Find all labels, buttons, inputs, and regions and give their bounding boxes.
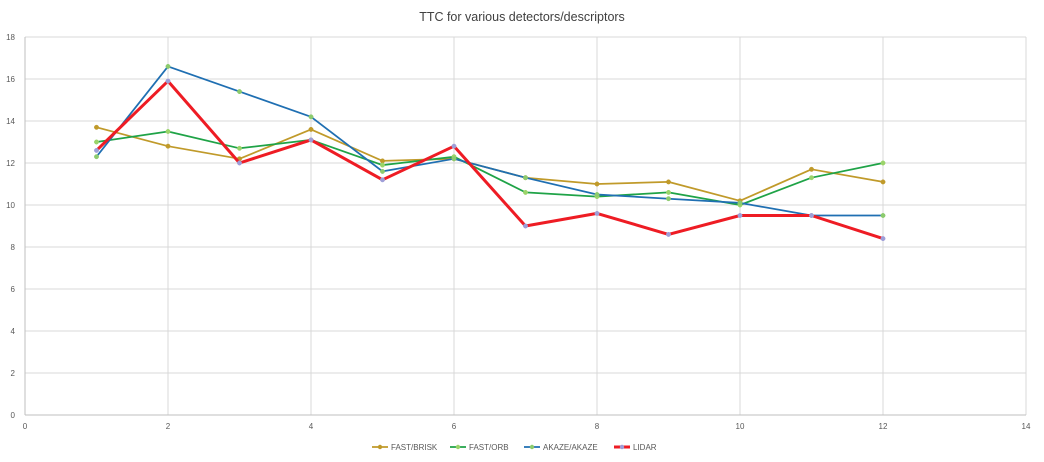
data-point (523, 223, 528, 229)
data-point (666, 189, 671, 195)
y-tick-labels: 0 2 4 6 8 10 12 14 16 18 (6, 33, 15, 420)
x-tick-label: 14 (1022, 422, 1031, 431)
legend-label: FAST/BRISK (391, 443, 438, 452)
data-point (380, 162, 385, 168)
data-point (308, 114, 314, 120)
data-point (94, 124, 99, 130)
y-tick-label: 10 (6, 201, 15, 210)
data-point (809, 175, 814, 181)
legend-item: LIDAR (614, 443, 657, 452)
data-point (880, 160, 886, 166)
legend-label: LIDAR (633, 443, 657, 452)
series-line (95, 79, 885, 241)
data-point (165, 78, 171, 84)
legend-item: FAST/ORB (450, 443, 509, 452)
legend: FAST/BRISK FAST/ORB AKAZE/AKAZE LIDAR (372, 443, 657, 452)
y-tick-label: 18 (6, 33, 15, 42)
legend-item: FAST/BRISK (372, 443, 438, 452)
series-line (95, 130, 884, 206)
axes (24, 37, 1026, 416)
legend-swatch-marker (377, 444, 383, 450)
x-tick-label: 10 (736, 422, 745, 431)
gridlines (25, 36, 1027, 415)
data-point (809, 213, 814, 218)
data-point (737, 213, 743, 218)
legend-swatch-marker (619, 444, 625, 450)
data-point (94, 154, 99, 160)
data-point (380, 158, 385, 164)
data-point (94, 147, 99, 153)
y-tick-label: 14 (6, 117, 15, 126)
chart-title: TTC for various detectors/descriptors (419, 10, 625, 24)
x-tick-label: 2 (166, 422, 171, 431)
data-point (594, 210, 600, 216)
data-point (165, 63, 171, 69)
data-point (880, 213, 886, 218)
x-tick-label: 8 (595, 422, 600, 431)
x-tick-label: 4 (309, 422, 314, 431)
data-point (165, 129, 171, 134)
data-point (666, 179, 671, 185)
legend-swatch-marker (455, 444, 461, 450)
data-point (594, 181, 600, 187)
data-point (165, 143, 171, 149)
data-point (237, 89, 242, 95)
legend-label: AKAZE/AKAZE (543, 443, 598, 452)
data-point (451, 143, 457, 149)
data-point (594, 192, 600, 197)
data-point (380, 168, 385, 174)
data-point (809, 166, 814, 172)
y-tick-label: 4 (11, 327, 16, 336)
data-point (308, 137, 314, 143)
y-tick-label: 6 (11, 285, 16, 294)
data-point (880, 236, 886, 242)
y-tick-label: 2 (11, 369, 16, 378)
data-point (237, 160, 242, 166)
series-lines (94, 63, 886, 242)
data-point (308, 126, 314, 132)
series-line (95, 65, 884, 217)
data-point (523, 175, 528, 181)
y-tick-label: 16 (6, 75, 15, 84)
data-point (666, 231, 671, 237)
data-point (94, 139, 99, 145)
y-tick-label: 0 (11, 411, 16, 420)
legend-swatch-marker (529, 444, 535, 450)
data-point (237, 145, 242, 151)
data-point (666, 196, 671, 202)
data-point (380, 177, 385, 183)
data-point (523, 189, 528, 195)
legend-label: FAST/ORB (469, 443, 509, 452)
x-tick-label: 0 (23, 422, 28, 431)
series-akaze-akaze (94, 63, 886, 218)
y-tick-label: 12 (6, 159, 15, 168)
x-tick-labels: 0 2 4 6 8 10 12 14 (23, 422, 1031, 431)
data-point (451, 156, 457, 162)
x-tick-label: 6 (452, 422, 457, 431)
data-point (737, 200, 743, 206)
legend-item: AKAZE/AKAZE (524, 443, 598, 452)
x-tick-label: 12 (879, 422, 888, 431)
series-lidar (94, 78, 886, 242)
y-tick-label: 8 (11, 243, 16, 252)
data-point (880, 179, 886, 185)
